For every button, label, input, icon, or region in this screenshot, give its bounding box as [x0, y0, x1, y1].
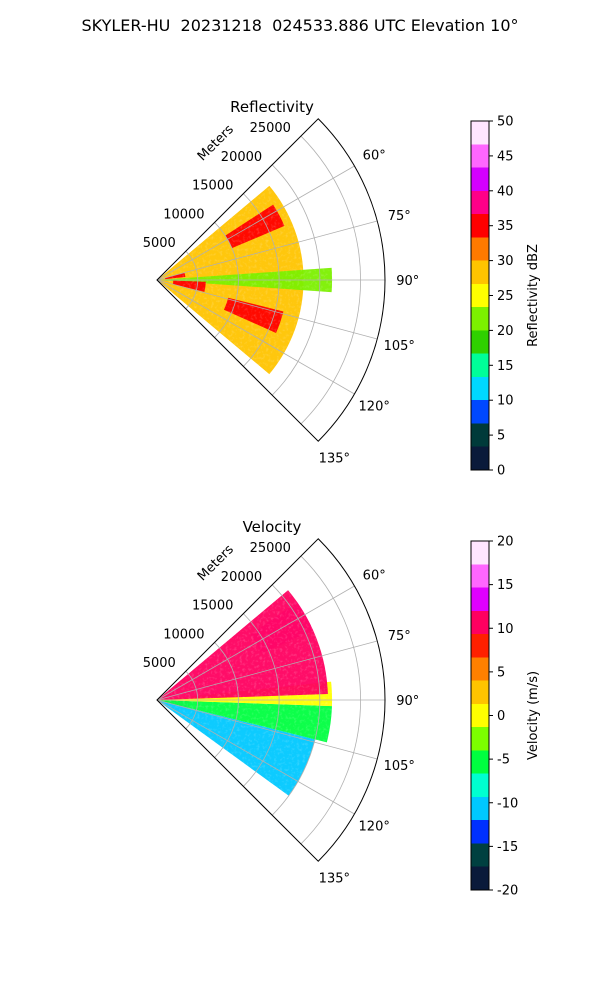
- colorbar-label: Reflectivity dBZ: [526, 244, 541, 347]
- polar-grid: [156, 555, 385, 862]
- colorbar-tick-label: 30: [497, 254, 514, 269]
- range-tick-label: 15000: [192, 179, 233, 194]
- colorbar-tick-label: 50: [497, 115, 514, 130]
- azimuth-tick-label: 105°: [384, 339, 415, 354]
- colorbar-tick-label: 15: [497, 578, 514, 593]
- azimuth-spoke: [156, 279, 378, 340]
- azimuth-spoke: [156, 279, 355, 395]
- range-tick-labels: 5000 10000 15000 20000 25000: [143, 541, 291, 671]
- azimuth-tick-label: 90°: [396, 694, 419, 709]
- colorbar-tick-label: 0: [497, 709, 505, 724]
- azimuth-tick-label: 135°: [319, 871, 350, 886]
- colorbar-tick-label: 5: [497, 429, 505, 444]
- colorbar-label: Velocity (m/s): [526, 671, 541, 760]
- azimuth-tick-label: 135°: [319, 451, 350, 466]
- reflectivity-panel: Reflectivity 5000 10000 15000 20000 25000 60…: [143, 98, 541, 479]
- sector-frame: [156, 118, 386, 442]
- azimuth-tick-label: 105°: [384, 759, 415, 774]
- azimuth-tick-labels: 60° 75° 90° 105° 120° 135°: [319, 569, 420, 887]
- azimuth-tick-label: 75°: [388, 209, 411, 224]
- range-tick-label: 10000: [163, 627, 204, 642]
- azimuth-tick-label: 60°: [363, 569, 386, 584]
- range-tick-label: 20000: [221, 570, 262, 585]
- colorbar-tick-label: 20: [497, 324, 514, 339]
- velocity-panel: Velocity 5000 10000 15000 20000 25000 60° 75°…: [143, 518, 541, 899]
- range-tick-label: 5000: [143, 236, 176, 251]
- azimuth-tick-label: 120°: [359, 399, 390, 414]
- colorbar-tick-label: -20: [497, 884, 518, 899]
- reflectivity-colorbar: 0 5 10 15 20 25 30 35 40 45 50 Reflectivity dBZ: [470, 115, 541, 479]
- range-tick-label: 25000: [250, 121, 291, 136]
- azimuth-spoke: [156, 699, 355, 815]
- velocity-colorbar: -20 -15 -10 -5 0 5 10 15 20 Velocity (m/s): [470, 535, 541, 899]
- azimuth-tick-label: 60°: [363, 149, 386, 164]
- range-tick-label: 15000: [192, 599, 233, 614]
- panel-title: Reflectivity: [230, 98, 314, 116]
- range-tick-label: 20000: [221, 150, 262, 165]
- colorbar-ramp: [470, 540, 490, 891]
- azimuth-tick-labels: 60° 75° 90° 105° 120° 135°: [319, 149, 420, 467]
- colorbar-tick-label: 35: [497, 219, 514, 234]
- azimuth-spoke: [156, 585, 355, 701]
- range-tick-label: 5000: [143, 656, 176, 671]
- colorbar-tick-label: 0: [497, 464, 505, 479]
- panel-title: Velocity: [243, 518, 302, 536]
- azimuth-tick-label: 75°: [388, 629, 411, 644]
- colorbar-tick-label: 20: [497, 535, 514, 550]
- azimuth-tick-label: 120°: [359, 819, 390, 834]
- colorbar-tick-label: 15: [497, 359, 514, 374]
- azimuth-spoke: [156, 220, 378, 281]
- azimuth-spoke: [156, 640, 378, 701]
- colorbar-tick-label: -5: [497, 753, 510, 768]
- range-tick-labels: 5000 10000 15000 20000 25000: [143, 121, 291, 251]
- colorbar-tick-label: -15: [497, 840, 518, 855]
- figure-suptitle: SKYLER-HU 20231218 024533.886 UTC Elevat…: [81, 16, 519, 35]
- colorbar-ramp: [470, 120, 490, 471]
- colorbar-tick-label: 45: [497, 149, 514, 164]
- colorbar-tick-label: -10: [497, 796, 518, 811]
- colorbar-tick-label: 10: [497, 622, 514, 637]
- colorbar-tick-label: 5: [497, 665, 505, 680]
- colorbar-tick-label: 40: [497, 184, 514, 199]
- azimuth-tick-label: 90°: [396, 274, 419, 289]
- sector-frame: [156, 538, 386, 862]
- range-tick-label: 25000: [250, 541, 291, 556]
- colorbar-tick-label: 25: [497, 289, 514, 304]
- colorbar-tick-label: 10: [497, 394, 514, 409]
- azimuth-spoke: [156, 699, 378, 760]
- azimuth-spoke: [156, 165, 355, 281]
- range-tick-label: 10000: [163, 207, 204, 222]
